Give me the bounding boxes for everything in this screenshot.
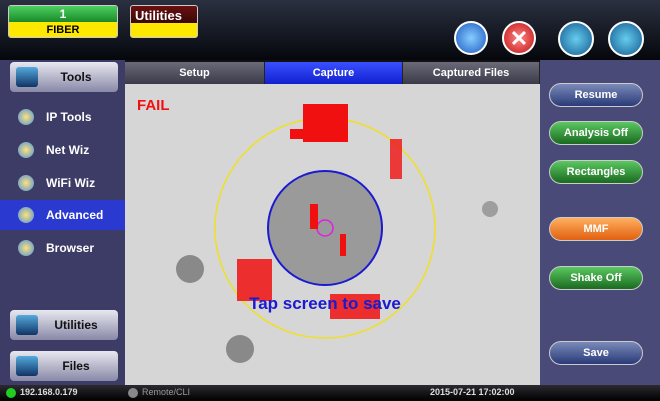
status-bar: 192.168.0.179 Remote/CLI 2015-07-21 17:0… [0,385,660,401]
action-button[interactable]: Analysis Off [549,121,643,145]
status-label: FIBER [9,22,117,38]
action-button[interactable]: Resume [549,83,643,107]
app-tab: Utilities [130,5,198,38]
result-label: FAIL [137,97,170,114]
menu-item[interactable]: Net Wiz [6,135,120,165]
datetime: 2015-07-21 17:02:00 [430,387,515,397]
action-button[interactable]: Save [549,341,643,365]
tools-button[interactable]: Tools [10,62,118,92]
defect [290,129,310,139]
folder-button[interactable] [608,21,644,57]
menu-label: Advanced [46,208,103,222]
menu-label: WiFi Wiz [46,176,95,190]
defect [390,139,402,179]
action-button[interactable]: Rectangles [549,160,643,184]
menu-label: IP Tools [46,110,92,124]
button-label: Utilities [54,318,97,332]
app-title: Utilities [131,6,197,25]
core-ring [268,171,382,285]
debris [482,201,498,217]
tab[interactable]: Setup [125,62,265,84]
tab[interactable]: Captured Files [403,62,540,84]
status-number: 1 [9,6,117,22]
defect [340,234,346,256]
debris [226,335,254,363]
fiber-image[interactable]: FAIL Tap screen to save [125,84,540,385]
menu-item[interactable]: WiFi Wiz [6,168,120,198]
tab-active[interactable]: Capture [265,62,403,84]
screen: 1 FIBER Utilities ✕ Tools IP Tools Net W… [0,0,660,401]
remote-icon [128,388,138,398]
close-button[interactable]: ✕ [502,21,536,55]
fiber-status[interactable]: 1 FIBER [8,5,118,38]
menu-item[interactable]: IP Tools [6,102,120,132]
remote-status: Remote/CLI [142,387,190,397]
ip-icon [6,388,16,398]
battery-button[interactable] [558,21,594,57]
hint-text: Tap screen to save [249,294,401,313]
utilities-button[interactable]: Utilities [10,310,118,340]
files-button[interactable]: Files [10,351,118,381]
menu-item[interactable]: Browser [6,233,120,263]
menu-item-selected[interactable]: Advanced [0,200,125,230]
ip-address: 192.168.0.179 [20,387,78,397]
defect [310,204,318,229]
home-button[interactable] [454,21,488,55]
debris [176,255,204,283]
menu-label: Net Wiz [46,143,89,157]
menu-label: Tools [60,70,91,84]
menu-label: Browser [46,241,94,255]
action-button[interactable]: Shake Off [549,266,643,290]
action-button[interactable]: MMF [549,217,643,241]
button-label: Files [62,359,89,373]
